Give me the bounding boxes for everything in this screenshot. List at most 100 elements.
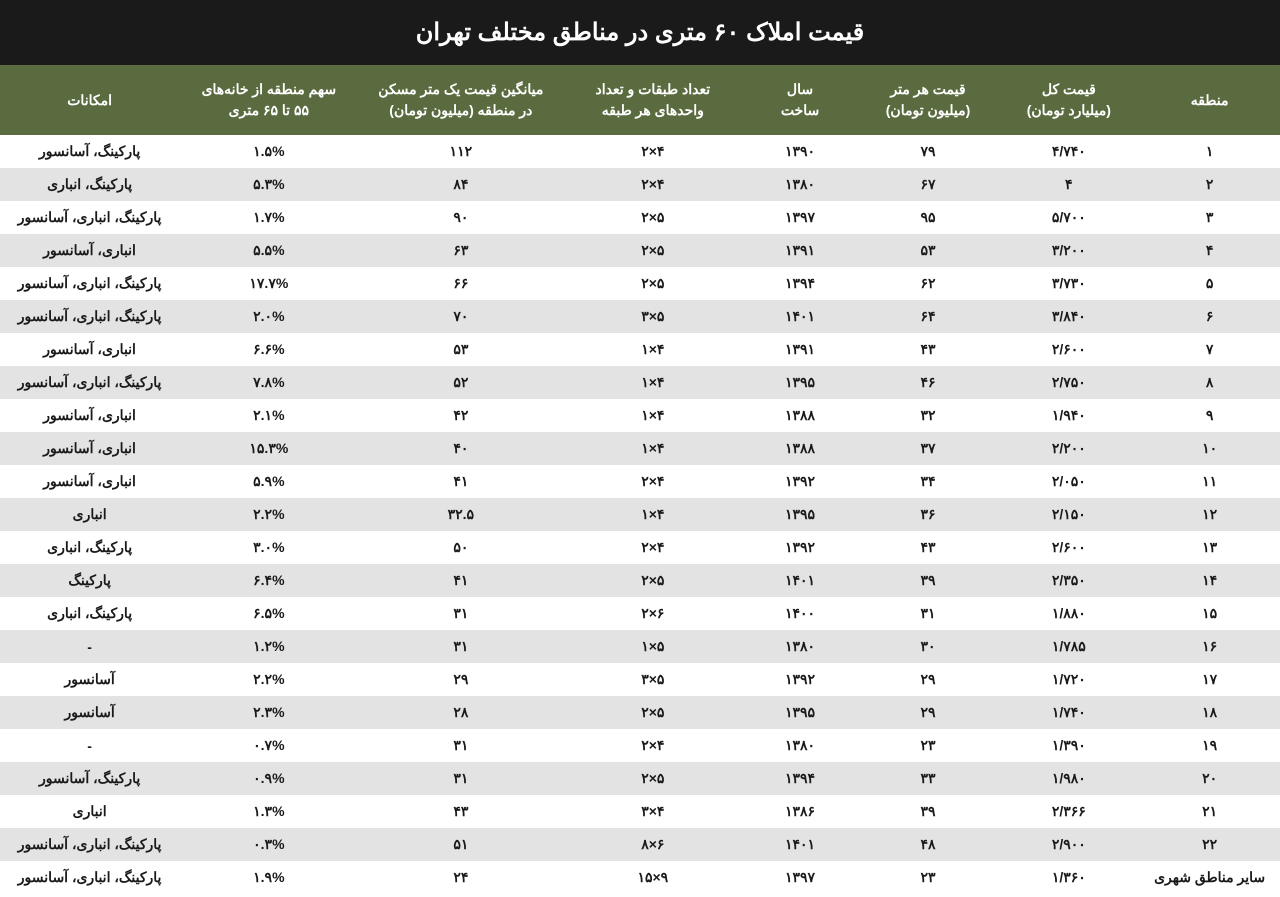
- cell-per_meter: ۳۶: [858, 498, 999, 531]
- cell-share: ۱۷.۷%: [179, 267, 358, 300]
- cell-region: ۱۷: [1139, 663, 1280, 696]
- cell-avg: ۲۹: [358, 663, 563, 696]
- cell-avg: ۴۳: [358, 795, 563, 828]
- cell-amenities: انباری، آسانسور: [0, 399, 179, 432]
- cell-per_meter: ۴۳: [858, 333, 999, 366]
- table-row: ۱۴/۷۴۰۷۹۱۳۹۰۴×۲۱۱۲۱.۵%پارکینگ، آسانسور: [0, 135, 1280, 168]
- cell-avg: ۶۶: [358, 267, 563, 300]
- cell-per_meter: ۲۳: [858, 861, 999, 894]
- table-row: ۱۷۱/۷۲۰۲۹۱۳۹۲۵×۳۲۹۲.۲%آسانسور: [0, 663, 1280, 696]
- cell-year: ۱۳۹۵: [742, 498, 857, 531]
- cell-per_meter: ۹۵: [858, 201, 999, 234]
- cell-floors: ۴×۲: [563, 465, 742, 498]
- cell-total: ۱/۳۶۰: [998, 861, 1139, 894]
- col-amenities: امکانات: [0, 65, 179, 135]
- cell-year: ۱۴۰۰: [742, 597, 857, 630]
- cell-per_meter: ۶۷: [858, 168, 999, 201]
- cell-share: ۱.۳%: [179, 795, 358, 828]
- cell-region: سایر مناطق شهری: [1139, 861, 1280, 894]
- cell-amenities: آسانسور: [0, 663, 179, 696]
- cell-region: ۲۰: [1139, 762, 1280, 795]
- cell-amenities: -: [0, 729, 179, 762]
- table-header: منطقه قیمت کل(میلیارد تومان) قیمت هر متر…: [0, 65, 1280, 135]
- cell-per_meter: ۴۸: [858, 828, 999, 861]
- col-region: منطقه: [1139, 65, 1280, 135]
- cell-total: ۱/۹۸۰: [998, 762, 1139, 795]
- cell-share: ۵.۵%: [179, 234, 358, 267]
- cell-total: ۲/۰۵۰: [998, 465, 1139, 498]
- cell-region: ۱۳: [1139, 531, 1280, 564]
- cell-per_meter: ۷۹: [858, 135, 999, 168]
- cell-floors: ۵×۲: [563, 564, 742, 597]
- cell-year: ۱۳۹۱: [742, 234, 857, 267]
- cell-floors: ۹×۱۵: [563, 861, 742, 894]
- cell-floors: ۵×۱: [563, 630, 742, 663]
- cell-share: ۳.۰%: [179, 531, 358, 564]
- cell-floors: ۴×۱: [563, 333, 742, 366]
- cell-amenities: انباری، آسانسور: [0, 465, 179, 498]
- cell-share: ۱.۲%: [179, 630, 358, 663]
- cell-floors: ۴×۲: [563, 135, 742, 168]
- cell-amenities: انباری، آسانسور: [0, 234, 179, 267]
- cell-avg: ۳۱: [358, 630, 563, 663]
- table-row: ۱۴۲/۳۵۰۳۹۱۴۰۱۵×۲۴۱۶.۴%پارکینگ: [0, 564, 1280, 597]
- cell-total: ۱/۳۹۰: [998, 729, 1139, 762]
- cell-region: ۵: [1139, 267, 1280, 300]
- col-avg: میانگین قیمت یک متر مسکندر منطقه (میلیون…: [358, 65, 563, 135]
- cell-share: ۲.۰%: [179, 300, 358, 333]
- table-row: ۳۵/۷۰۰۹۵۱۳۹۷۵×۲۹۰۱.۷%پارکینگ، انباری، آس…: [0, 201, 1280, 234]
- cell-amenities: پارکینگ، انباری، آسانسور: [0, 366, 179, 399]
- cell-floors: ۴×۲: [563, 729, 742, 762]
- cell-share: ۱۵.۳%: [179, 432, 358, 465]
- cell-floors: ۵×۳: [563, 663, 742, 696]
- table-row: ۱۳۲/۶۰۰۴۳۱۳۹۲۴×۲۵۰۳.۰%پارکینگ، انباری: [0, 531, 1280, 564]
- cell-floors: ۵×۳: [563, 300, 742, 333]
- cell-year: ۱۳۹۲: [742, 465, 857, 498]
- cell-share: ۵.۳%: [179, 168, 358, 201]
- cell-region: ۹: [1139, 399, 1280, 432]
- cell-avg: ۲۸: [358, 696, 563, 729]
- cell-share: ۱.۵%: [179, 135, 358, 168]
- cell-share: ۶.۴%: [179, 564, 358, 597]
- cell-year: ۱۳۹۷: [742, 861, 857, 894]
- table-row: ۲۱۲/۳۶۶۳۹۱۳۸۶۴×۳۴۳۱.۳%انباری: [0, 795, 1280, 828]
- cell-region: ۶: [1139, 300, 1280, 333]
- cell-avg: ۵۰: [358, 531, 563, 564]
- table-row: ۲۴۶۷۱۳۸۰۴×۲۸۴۵.۳%پارکینگ، انباری: [0, 168, 1280, 201]
- cell-avg: ۵۳: [358, 333, 563, 366]
- cell-per_meter: ۲۹: [858, 696, 999, 729]
- cell-total: ۲/۱۵۰: [998, 498, 1139, 531]
- cell-total: ۱/۷۲۰: [998, 663, 1139, 696]
- cell-region: ۱: [1139, 135, 1280, 168]
- cell-avg: ۲۴: [358, 861, 563, 894]
- col-year: سالساخت: [742, 65, 857, 135]
- cell-year: ۱۳۹۴: [742, 267, 857, 300]
- cell-amenities: پارکینگ، انباری، آسانسور: [0, 201, 179, 234]
- cell-region: ۱۴: [1139, 564, 1280, 597]
- cell-total: ۱/۹۴۰: [998, 399, 1139, 432]
- cell-year: ۱۳۹۴: [742, 762, 857, 795]
- cell-amenities: انباری: [0, 795, 179, 828]
- cell-share: ۰.۹%: [179, 762, 358, 795]
- table-row: ۱۲۲/۱۵۰۳۶۱۳۹۵۴×۱۳۲.۵۲.۲%انباری: [0, 498, 1280, 531]
- cell-amenities: پارکینگ، انباری، آسانسور: [0, 300, 179, 333]
- cell-per_meter: ۳۰: [858, 630, 999, 663]
- col-share: سهم منطقه از خانه‌های۵۵ تا ۶۵ متری: [179, 65, 358, 135]
- cell-region: ۱۱: [1139, 465, 1280, 498]
- cell-total: ۱/۷۸۵: [998, 630, 1139, 663]
- cell-avg: ۷۰: [358, 300, 563, 333]
- cell-per_meter: ۲۳: [858, 729, 999, 762]
- table-row: ۱۵۱/۸۸۰۳۱۱۴۰۰۶×۲۳۱۶.۵%پارکینگ، انباری: [0, 597, 1280, 630]
- cell-year: ۱۳۹۵: [742, 696, 857, 729]
- cell-amenities: انباری: [0, 498, 179, 531]
- table-row: ۱۱۲/۰۵۰۳۴۱۳۹۲۴×۲۴۱۵.۹%انباری، آسانسور: [0, 465, 1280, 498]
- cell-total: ۳/۸۴۰: [998, 300, 1139, 333]
- table-row: ۱۰۲/۲۰۰۳۷۱۳۸۸۴×۱۴۰۱۵.۳%انباری، آسانسور: [0, 432, 1280, 465]
- cell-share: ۰.۳%: [179, 828, 358, 861]
- cell-floors: ۴×۲: [563, 168, 742, 201]
- cell-avg: ۳۲.۵: [358, 498, 563, 531]
- cell-amenities: آسانسور: [0, 696, 179, 729]
- cell-total: ۳/۲۰۰: [998, 234, 1139, 267]
- cell-year: ۱۳۸۸: [742, 399, 857, 432]
- cell-amenities: انباری، آسانسور: [0, 333, 179, 366]
